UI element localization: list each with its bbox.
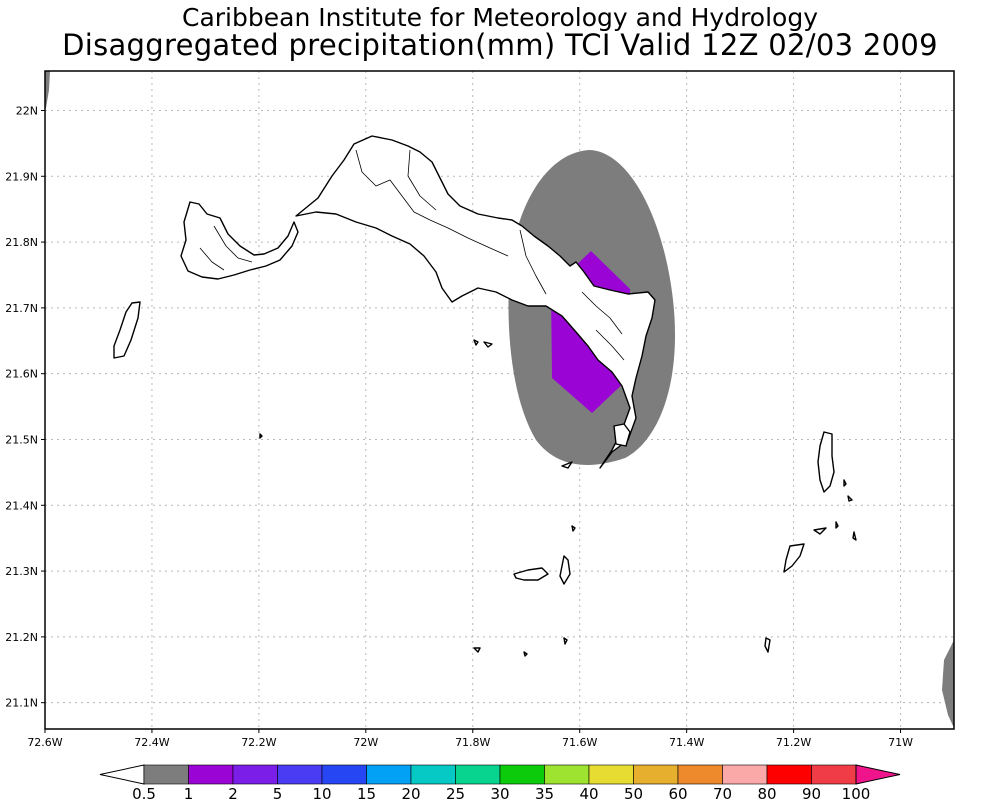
map-frame [44, 70, 955, 730]
x-tick-label: 71.2W [776, 736, 811, 749]
x-tick-label: 72W [353, 736, 378, 749]
colorbar-arrow-low [99, 764, 145, 785]
island-cay-9 [523, 651, 528, 657]
colorbar-label: 1 [184, 785, 194, 800]
precip-field-gray-corner [942, 640, 954, 728]
colorbar: 0.5 1 2 5 10 15 20 25 30 35 40 50 60 70 80 90 100 [99, 764, 901, 800]
colorbar-swatch [633, 764, 679, 785]
colorbar-label: 100 [842, 785, 871, 800]
island-cay-1 [473, 339, 479, 346]
island-grand-turk [817, 431, 835, 493]
colorbar-swatch [499, 764, 545, 785]
x-tick-label: 72.4W [134, 736, 169, 749]
y-tick-label: 21.9N [5, 170, 38, 183]
y-tick-label: 21.4N [5, 499, 38, 512]
colorbar-swatch [722, 764, 768, 785]
colorbar-label: 15 [357, 785, 376, 800]
y-tick-label: 21.7N [5, 302, 38, 315]
island-cay-4 [561, 461, 573, 469]
colorbar-label: 50 [624, 785, 643, 800]
colorbar-label: 5 [273, 785, 283, 800]
colorbar-swatch [277, 764, 323, 785]
colorbar-swatch [588, 764, 634, 785]
island-cay-10 [563, 637, 568, 645]
island-west-caicos [113, 301, 141, 359]
y-tick-label: 21.2N [5, 631, 38, 644]
island-cay-13 [813, 527, 827, 535]
colorbar-label: 60 [668, 785, 687, 800]
colorbar-label: 10 [312, 785, 331, 800]
island-north-middle-caicos [295, 135, 656, 469]
island-cay-12 [847, 495, 853, 502]
x-tick-label: 71W [888, 736, 913, 749]
map-title-product: Disaggregated precipitation(mm) TCI Vali… [62, 28, 938, 62]
colorbar-label: 20 [401, 785, 420, 800]
x-tick-label: 71.6W [562, 736, 597, 749]
y-axis-ticks: 22N 21.9N 21.8N 21.7N 21.6N 21.5N 21.4N 21.3N 21… [5, 104, 45, 710]
colorbar-label: 35 [535, 785, 554, 800]
x-axis-ticks: 72.6W 72.4W 72.2W 72W 71.8W 71.6W 71.4W 71.2W 71… [27, 729, 913, 749]
precip-field-gray-edge [45, 71, 50, 108]
island-cay-8 [473, 647, 481, 653]
colorbar-swatch [544, 764, 590, 785]
island-salt-cay [783, 543, 805, 573]
island-south-caicos-area [613, 423, 631, 447]
y-tick-label: 21.3N [5, 565, 38, 578]
island-cay-7 [559, 555, 571, 585]
x-tick-label: 71.4W [669, 736, 704, 749]
island-cay-11 [843, 479, 847, 487]
island-cay-5 [571, 525, 576, 532]
island-cay-2 [483, 341, 493, 348]
y-tick-label: 21.6N [5, 368, 38, 381]
colorbar-swatch [811, 764, 857, 785]
colorbar-swatch [677, 764, 723, 785]
colorbar-label: 30 [490, 785, 509, 800]
colorbar-label: 0.5 [132, 785, 156, 800]
island-outlines [113, 135, 857, 657]
map-background [45, 71, 954, 729]
colorbar-label: 25 [446, 785, 465, 800]
island-cay-3 [259, 433, 263, 439]
y-tick-label: 21.8N [5, 236, 38, 249]
y-tick-label: 21.5N [5, 433, 38, 446]
island-cay-16 [764, 637, 771, 653]
island-cay-6 [513, 567, 549, 581]
x-tick-label: 72.2W [241, 736, 276, 749]
colorbar-swatch [188, 764, 234, 785]
colorbar-swatch [766, 764, 812, 785]
y-tick-label: 21.1N [5, 697, 38, 710]
colorbar-swatch [410, 764, 456, 785]
colorbar-swatch [455, 764, 501, 785]
y-tick-label: 22N [16, 104, 38, 117]
map-title-institute: Caribbean Institute for Meteorology and … [182, 3, 818, 32]
island-cay-14 [835, 521, 839, 529]
island-cay-15 [852, 531, 857, 541]
colorbar-label: 2 [228, 785, 238, 800]
x-tick-label: 71.8W [455, 736, 490, 749]
colorbar-label: 90 [802, 785, 821, 800]
colorbar-label: 80 [757, 785, 776, 800]
colorbar-swatch [321, 764, 367, 785]
colorbar-arrow-high [855, 764, 901, 785]
island-interior-lines [199, 149, 625, 361]
colorbar-label: 70 [713, 785, 732, 800]
colorbar-label: 40 [579, 785, 598, 800]
colorbar-swatch [366, 764, 412, 785]
colorbar-swatch [143, 764, 189, 785]
x-tick-label: 72.6W [27, 736, 62, 749]
colorbar-swatch [232, 764, 278, 785]
